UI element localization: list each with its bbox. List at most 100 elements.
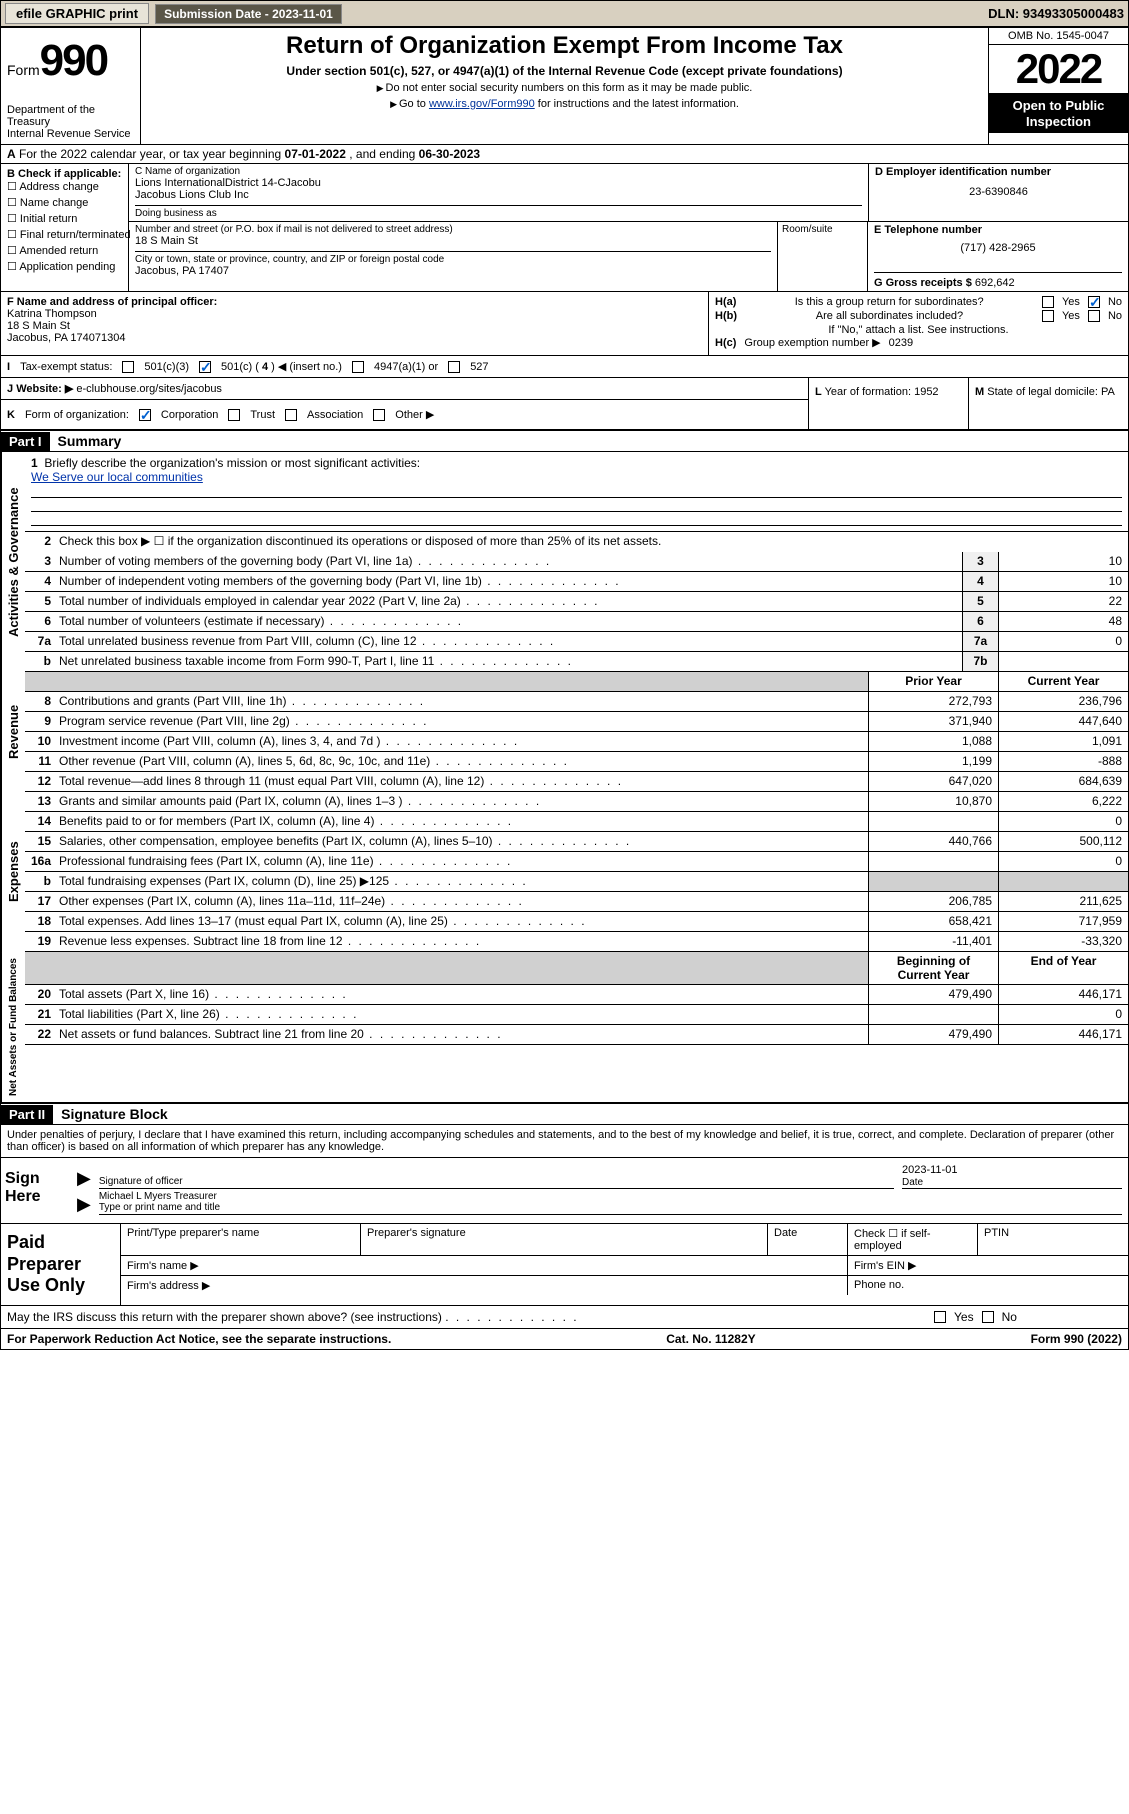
discuss-question: May the IRS discuss this return with the… [7, 1310, 442, 1324]
col-f-officer: F Name and address of principal officer:… [1, 292, 708, 355]
activity-line: 6Total number of volunteers (estimate if… [25, 612, 1128, 632]
officer-city: Jacobus, PA 174071304 [7, 332, 702, 344]
header-left: Form990 Department of the Treasury Inter… [1, 28, 141, 144]
paid-preparer-label: Paid Preparer Use Only [1, 1224, 121, 1305]
hb-no[interactable] [1088, 310, 1100, 322]
col-m-state: M State of legal domicile: PA [969, 378, 1128, 429]
form-990-number: 990 [40, 36, 107, 85]
ag-main: 1 Briefly describe the organization's mi… [25, 452, 1128, 672]
opt-501c3: 501(c)(3) [144, 361, 189, 373]
row-i-exempt: I Tax-exempt status: 501(c)(3) 501(c) ( … [1, 356, 1128, 378]
f-label: F Name and address of principal officer: [7, 296, 217, 308]
footer-form: Form 990 (2022) [1031, 1332, 1122, 1346]
name-label: C Name of organization [135, 166, 862, 177]
footer-cat: Cat. No. 11282Y [666, 1332, 755, 1346]
officer-signature-field[interactable]: Signature of officer [99, 1165, 894, 1189]
rev-main: Prior Year Current Year 8Contributions a… [25, 672, 1128, 792]
revenue-section: Revenue Prior Year Current Year 8Contrib… [1, 672, 1128, 792]
c-top: C Name of organization Lions Internation… [129, 164, 1128, 222]
chk-trust[interactable] [228, 409, 240, 421]
chk-corp[interactable] [139, 409, 151, 421]
submission-date-button[interactable]: Submission Date - 2023-11-01 [155, 4, 342, 24]
row-a-text: For the 2022 calendar year, or tax year … [19, 147, 285, 161]
data-line: 8Contributions and grants (Part VIII, li… [25, 692, 1128, 712]
org-name-2: Jacobus Lions Club Inc [135, 189, 862, 201]
discuss-row: May the IRS discuss this return with the… [1, 1306, 1128, 1329]
activity-line: 4Number of independent voting members of… [25, 572, 1128, 592]
chk-amended[interactable]: ☐ Amended return [7, 244, 122, 257]
h-b-row: H(b) Are all subordinates included? Yes … [715, 310, 1122, 322]
top-toolbar: efile GRAPHIC print Submission Date - 20… [0, 0, 1129, 27]
activity-line: 5Total number of individuals employed in… [25, 592, 1128, 612]
i-text: Tax-exempt status: [20, 361, 112, 373]
ha-yes[interactable] [1042, 296, 1054, 308]
chk-501c3[interactable] [122, 361, 134, 373]
year-formation: 1952 [914, 386, 938, 398]
chk-527[interactable] [448, 361, 460, 373]
mission-block: 1 Briefly describe the organization's mi… [25, 452, 1128, 532]
data-line: 15Salaries, other compensation, employee… [25, 832, 1128, 852]
discuss-no[interactable] [982, 1311, 994, 1323]
data-line: 17Other expenses (Part IX, column (A), l… [25, 892, 1128, 912]
h-a-row: H(a) Is this a group return for subordin… [715, 296, 1122, 308]
efile-button[interactable]: efile GRAPHIC print [5, 3, 149, 24]
dept-treasury: Department of the Treasury [7, 104, 134, 128]
data-line: 9Program service revenue (Part VIII, lin… [25, 712, 1128, 732]
irs-link[interactable]: www.irs.gov/Form990 [429, 98, 535, 110]
opt-4947: 4947(a)(1) or [374, 361, 438, 373]
irs-label: Internal Revenue Service [7, 128, 134, 140]
note-ssn: Do not enter social security numbers on … [149, 82, 980, 94]
omb-number: OMB No. 1545-0047 [989, 28, 1128, 45]
chk-assoc[interactable] [285, 409, 297, 421]
ha-no[interactable] [1088, 296, 1100, 308]
chk-501c[interactable] [199, 361, 211, 373]
activities-governance: Activities & Governance 1 Briefly descri… [1, 452, 1128, 672]
firm-ein: Firm's EIN ▶ [848, 1256, 1128, 1275]
header-mid: Return of Organization Exempt From Incom… [141, 28, 988, 144]
chk-initial-return[interactable]: ☐ Initial return [7, 212, 122, 225]
part-1-badge: Part I [1, 432, 50, 451]
chk-other[interactable] [373, 409, 385, 421]
data-line: 14Benefits paid to or for members (Part … [25, 812, 1128, 832]
part-2-header: Part II Signature Block [1, 1104, 1128, 1125]
sig-date-field: 2023-11-01Date [902, 1164, 1122, 1189]
prep-selfemp[interactable]: Check ☐ if self-employed [848, 1224, 978, 1255]
row-a-label: A [7, 147, 16, 161]
ein-label: D Employer identification number [875, 166, 1051, 178]
g-label: G Gross receipts $ [874, 277, 975, 289]
yes-label: Yes [1062, 296, 1080, 308]
no-label: No [1108, 296, 1122, 308]
hb-question: Are all subordinates included? [745, 310, 1034, 322]
row-j-website: J Website: ▶ e-clubhouse.org/sites/jacob… [1, 378, 808, 400]
g-value: 692,642 [975, 277, 1015, 289]
hb-label: H(b) [715, 310, 737, 322]
activity-line: 2Check this box ▶ ☐ if the organization … [25, 532, 1128, 552]
prep-ptin: PTIN [978, 1224, 1128, 1255]
discuss-yes[interactable] [934, 1311, 946, 1323]
line-1-num: 1 [31, 456, 38, 470]
exp-main: 13Grants and similar amounts paid (Part … [25, 792, 1128, 952]
chk-name-change[interactable]: ☐ Name change [7, 196, 122, 209]
col-e: E Telephone number (717) 428-2965 G Gros… [868, 222, 1128, 291]
ha-question: Is this a group return for subordinates? [744, 296, 1034, 308]
note-website: Go to www.irs.gov/Form990 for instructio… [149, 98, 980, 110]
chk-final-return[interactable]: ☐ Final return/terminated [7, 228, 122, 241]
chk-app-pending[interactable]: ☐ Application pending [7, 260, 122, 273]
chk-4947[interactable] [352, 361, 364, 373]
col-lm: L Year of formation: 1952 M State of leg… [808, 378, 1128, 429]
prep-row-3: Firm's address ▶ Phone no. [121, 1276, 1128, 1295]
sign-here-label: Sign Here [1, 1158, 71, 1223]
opt-527: 527 [470, 361, 488, 373]
mission-text[interactable]: We Serve our local communities [31, 470, 203, 484]
ein-value: 23-6390846 [875, 186, 1122, 198]
chk-address-change[interactable]: ☐ Address change [7, 180, 122, 193]
h-note: If "No," attach a list. See instructions… [715, 324, 1122, 336]
firm-name: Firm's name ▶ [121, 1256, 848, 1275]
hb-yes[interactable] [1042, 310, 1054, 322]
form-page: Form990 Department of the Treasury Inter… [0, 27, 1129, 1350]
mission-label: Briefly describe the organization's miss… [44, 456, 420, 470]
row-a-taxyear: A For the 2022 calendar year, or tax yea… [1, 145, 1128, 164]
dept-label: Department of the Treasury Internal Reve… [7, 104, 134, 140]
data-line: 22Net assets or fund balances. Subtract … [25, 1025, 1128, 1045]
row-k-form-org: K Form of organization: Corporation Trus… [1, 400, 808, 429]
